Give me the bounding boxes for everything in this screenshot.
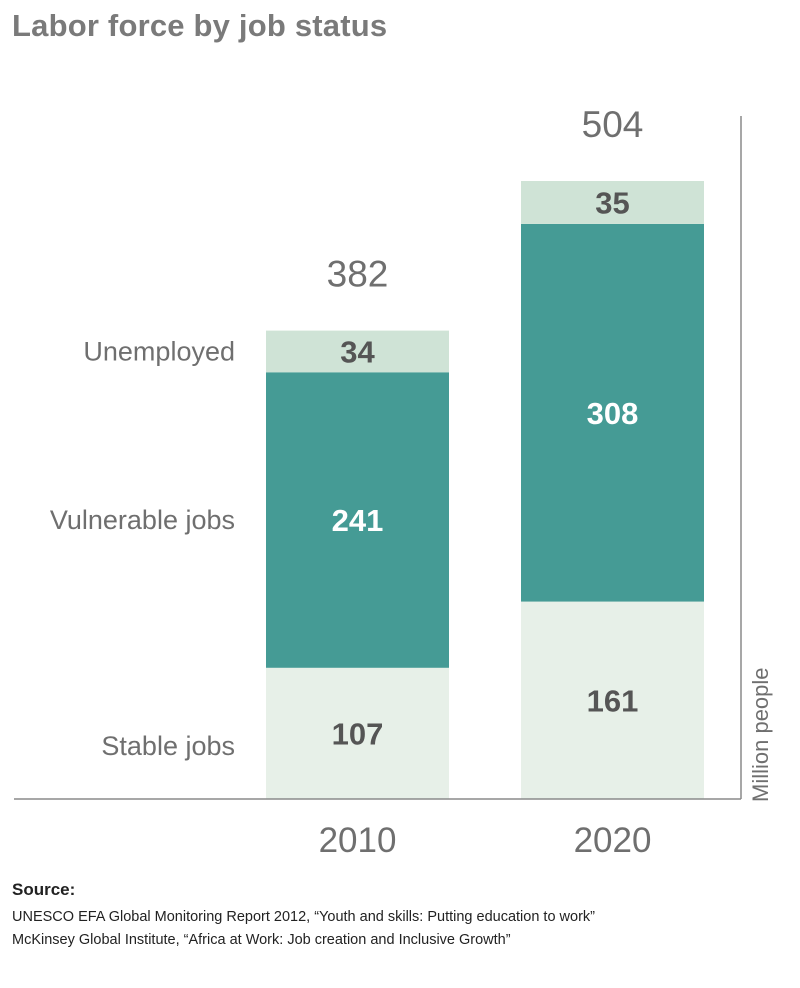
bar-vulnerable-jobs-2020 [521, 223, 704, 602]
x-tick-label-2020: 2020 [574, 821, 652, 860]
data-label-vulnerable-jobs-2020: 308 [587, 396, 639, 431]
total-label-2010: 382 [327, 254, 389, 295]
chart-title: Labor force by job status [12, 8, 388, 43]
data-label-vulnerable-jobs-2010: 241 [332, 503, 384, 538]
stacked-bar-chart: 107 241 34 382 2010 161 308 35 504 2020 Stable job… [14, 104, 773, 860]
x-tick-label-2010: 2010 [319, 821, 397, 860]
legend-label-stable-jobs: Stable jobs [101, 731, 235, 761]
source-block: Source: UNESCO EFA Global Monitoring Rep… [12, 880, 595, 952]
data-label-stable-jobs-2010: 107 [332, 716, 384, 751]
bar-stable-jobs-2020 [521, 601, 704, 799]
bar-stable-jobs-2010 [266, 667, 449, 799]
data-label-unemployed-2010: 34 [340, 334, 375, 369]
source-line-mckinsey: McKinsey Global Institute, “Africa at Wo… [12, 932, 511, 948]
legend-label-unemployed: Unemployed [83, 336, 235, 366]
bar-vulnerable-jobs-2010 [266, 372, 449, 668]
legend-label-vulnerable-jobs: Vulnerable jobs [50, 505, 235, 535]
y-axis-label: Million people [748, 667, 773, 802]
data-label-stable-jobs-2020: 161 [587, 683, 639, 718]
source-label: Source: [12, 880, 76, 899]
bar-unemployed-2010 [266, 330, 449, 373]
bar-unemployed-2020 [521, 181, 704, 224]
total-label-2020: 504 [582, 104, 644, 145]
data-label-unemployed-2020: 35 [595, 185, 629, 220]
source-line-unesco: UNESCO EFA Global Monitoring Report 2012… [12, 909, 595, 925]
